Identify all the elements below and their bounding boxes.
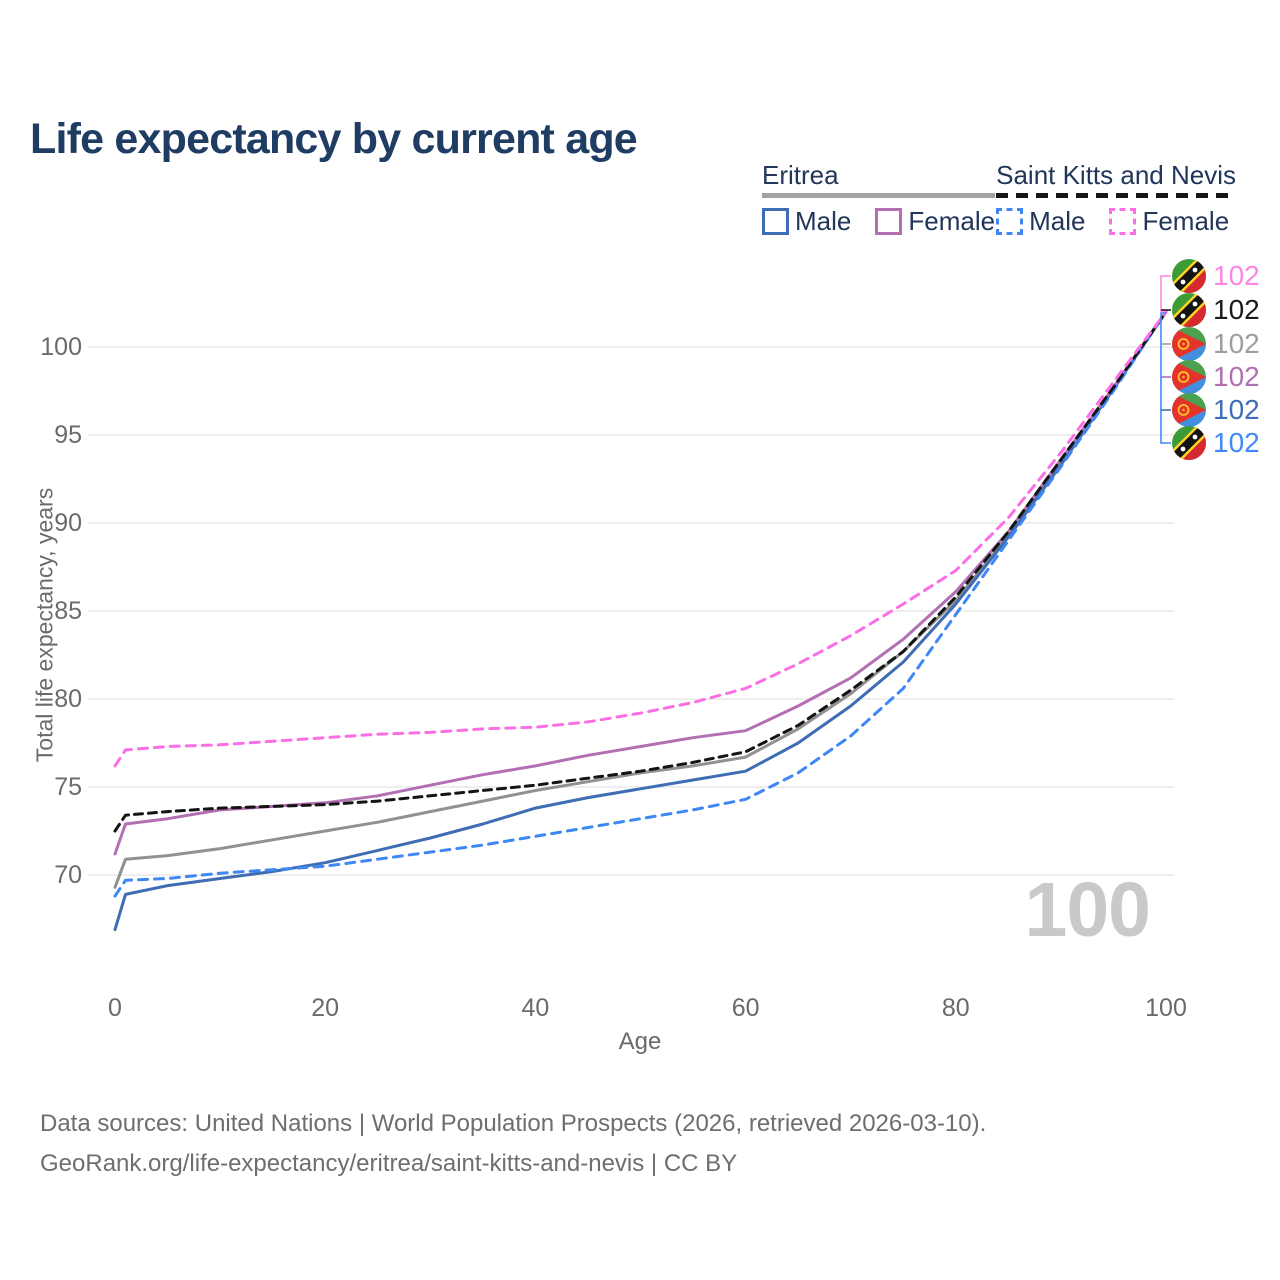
connector-skn-female [1160,275,1171,312]
end-label-skn-5: 102 [1172,426,1260,460]
series-line-0 [113,310,1168,889]
skn-male-swatch[interactable] [996,208,1024,235]
series-line-1 [113,310,1168,932]
series-line-5 [113,310,1168,768]
eritrea-male-swatch[interactable] [762,208,789,235]
x-tick-40: 40 [521,994,550,1022]
y-tick-95: 95 [54,421,82,449]
y-tick-75: 75 [54,773,82,801]
legend-group-eritrea: Eritrea Male Female [762,160,996,237]
legend-item-eritrea-female[interactable]: Female [875,206,995,237]
end-label-value: 102 [1213,294,1260,325]
skn-flag-icon [1172,259,1206,293]
eritrea-flag-icon [1172,327,1206,361]
end-label-skn-0: 102 [1172,259,1260,293]
y-tick-90: 90 [54,509,82,537]
y-tick-70: 70 [54,861,82,889]
x-tick-80: 80 [941,994,970,1022]
end-label-value: 102 [1213,260,1260,291]
legend-item-skn-female[interactable]: Female [1109,206,1229,237]
end-label-eritrea-3: 102 [1172,360,1260,394]
end-label-value: 102 [1213,361,1260,392]
end-label-eritrea-4: 102 [1172,393,1260,427]
eritrea-female-swatch[interactable] [875,208,903,235]
legend-label-male: Male [795,206,852,236]
skn-flag-icon [1172,426,1206,460]
skn-female-swatch[interactable] [1109,208,1137,235]
series-line-3 [113,310,1168,898]
footer: Data sources: United Nations | World Pop… [40,1104,986,1184]
legend-item-eritrea-male[interactable]: Male [762,206,851,237]
eritrea-flag-icon [1172,360,1206,394]
x-tick-20: 20 [311,994,340,1022]
end-label-value: 102 [1213,394,1260,425]
series-line-4 [113,310,1168,833]
y-tick-100: 100 [40,333,82,361]
page-title: Life expectancy by current age [30,114,638,163]
age-indicator-watermark: 100 [1024,867,1151,953]
legend-group-title-eritrea: Eritrea [762,160,839,190]
legend-label-female: Female [908,206,996,236]
eritrea-line-style-sample [762,193,996,198]
y-axis-title: Total life expectancy, years [31,487,58,763]
data-sources-line: Data sources: United Nations | World Pop… [40,1110,987,1137]
x-tick-60: 60 [731,994,760,1022]
end-label-value: 102 [1213,427,1260,458]
x-tick-100: 100 [1145,994,1187,1022]
legend-group-title-skn: Saint Kitts and Nevis [996,160,1236,190]
legend-label-female: Female [1142,206,1230,236]
legend-label-male: Male [1029,206,1086,236]
x-tick-0: 0 [108,994,122,1022]
attribution-line: GeoRank.org/life-expectancy/eritrea/sain… [40,1150,738,1177]
connector-skn-male [1160,312,1171,444]
y-tick-85: 85 [54,597,82,625]
end-label-skn-1: 102 [1172,293,1260,327]
legend-item-skn-male[interactable]: Male [996,206,1085,237]
legend-group-saint-kitts-and-nevis: Saint Kitts and Nevis Male Female [996,160,1236,237]
eritrea-flag-icon [1172,393,1206,427]
x-axis-title: Age [618,1028,662,1055]
end-label-value: 102 [1213,328,1260,359]
skn-flag-icon [1172,293,1206,327]
skn-line-style-sample [996,193,1236,198]
y-tick-80: 80 [54,685,82,713]
end-label-eritrea-2: 102 [1172,327,1260,361]
